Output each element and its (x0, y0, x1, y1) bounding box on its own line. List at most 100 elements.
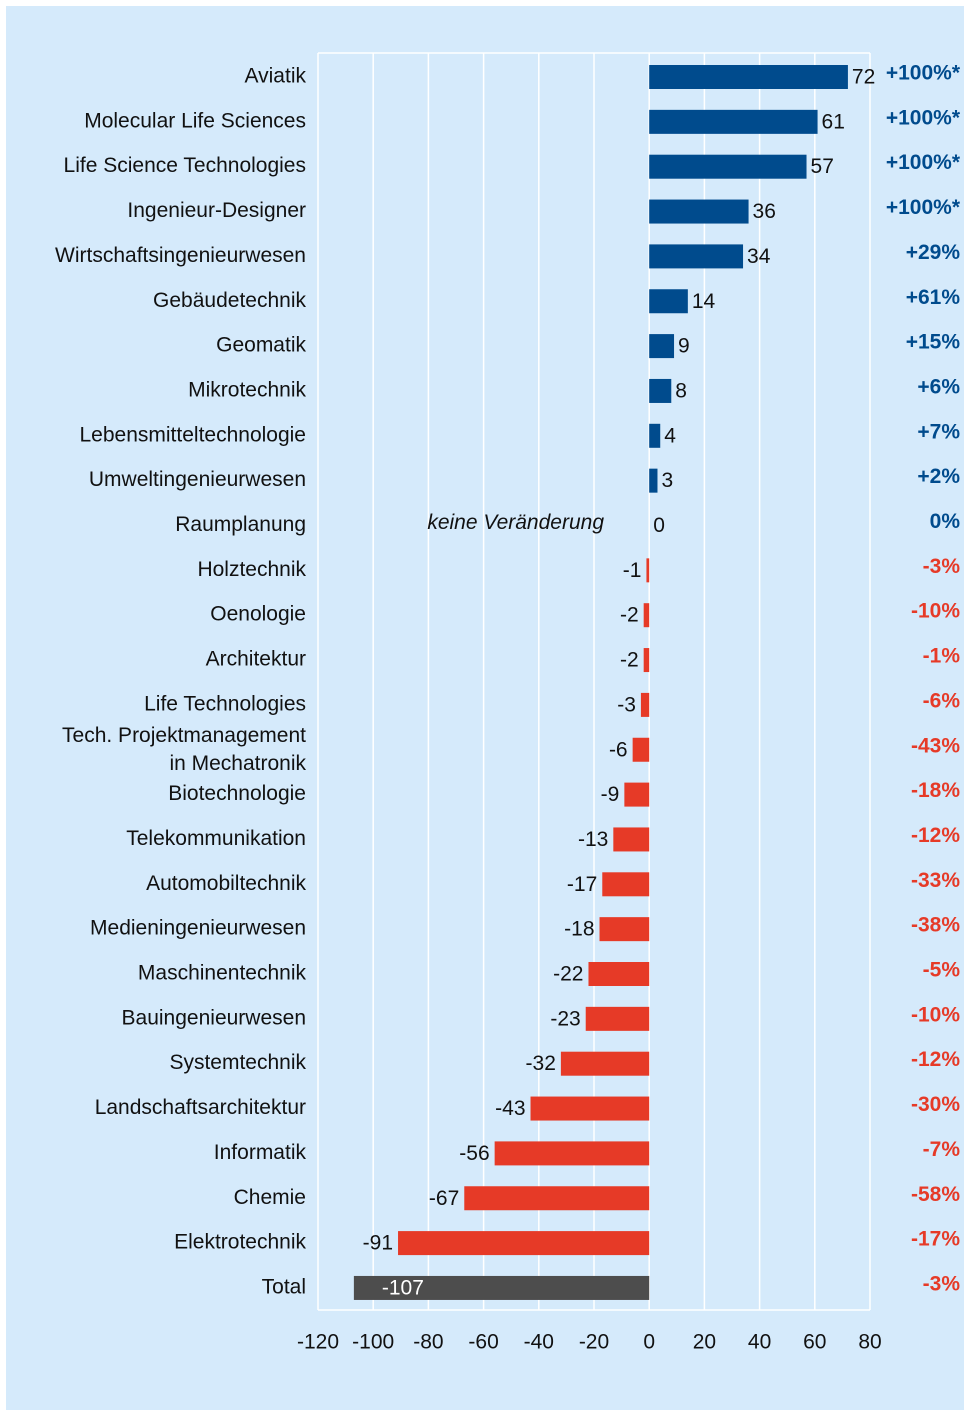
bar (602, 872, 650, 897)
bar (649, 289, 688, 314)
x-tick-label: 20 (693, 1331, 716, 1354)
category-label: Aviatik (245, 65, 307, 88)
percent-label: 0% (930, 510, 961, 533)
percent-label: -7% (923, 1138, 961, 1161)
category-label: Gebäudetechnik (153, 289, 306, 312)
bar (649, 109, 818, 134)
bar (398, 1231, 650, 1256)
value-label: -1 (623, 559, 642, 582)
bar (649, 468, 658, 493)
bar (585, 1006, 650, 1031)
x-tick-label: -40 (524, 1331, 554, 1354)
value-label: -2 (620, 604, 639, 627)
percent-label: -10% (911, 600, 960, 623)
x-tick-label: 40 (748, 1331, 771, 1354)
percent-label: +29% (906, 241, 961, 264)
category-label: Telekommunikation (126, 827, 306, 850)
value-label: 8 (675, 379, 687, 402)
bar (530, 1096, 650, 1121)
x-tick-label: 60 (803, 1331, 826, 1354)
category-label: Oenologie (210, 603, 306, 626)
category-label: Molecular Life Sciences (84, 109, 306, 132)
value-label: -23 (550, 1007, 580, 1030)
background (6, 6, 964, 1410)
value-label: 9 (678, 335, 690, 358)
percent-label: -6% (923, 689, 961, 712)
category-label: Bauingenieurwesen (122, 1006, 306, 1029)
bar (624, 782, 650, 807)
percent-label: -10% (911, 1003, 960, 1026)
bar (599, 917, 650, 942)
value-label: -18 (564, 918, 594, 941)
bar (649, 244, 744, 269)
percent-label: +2% (917, 465, 960, 488)
percent-label: -38% (911, 914, 960, 937)
bar (649, 199, 749, 224)
category-label: Landschaftsarchitektur (95, 1096, 306, 1119)
percent-label: +100%* (886, 196, 961, 219)
value-label: -13 (578, 828, 608, 851)
bar (464, 1186, 650, 1211)
category-label: Tech. Projektmanagement in Mechatronik (62, 723, 306, 774)
value-label: 3 (661, 469, 673, 492)
category-label: Ingenieur-Designer (127, 199, 306, 222)
percent-label: -18% (911, 779, 960, 802)
percent-label: +15% (906, 331, 961, 354)
value-label: -56 (459, 1142, 489, 1165)
category-label: Geomatik (216, 334, 306, 357)
category-label: Maschinentechnik (138, 962, 307, 985)
x-tick-label: 0 (643, 1331, 655, 1354)
category-label: Informatik (214, 1141, 307, 1164)
bar (649, 378, 672, 403)
bar (632, 737, 650, 762)
percent-label: -1% (923, 645, 961, 668)
value-label: -91 (363, 1232, 393, 1255)
bar (494, 1141, 650, 1166)
percent-label: -17% (911, 1228, 960, 1251)
value-label: -43 (495, 1097, 525, 1120)
bar (588, 962, 650, 986)
bar (646, 558, 650, 583)
bar (643, 648, 650, 673)
bar (640, 692, 650, 717)
value-label: -32 (526, 1052, 556, 1075)
value-label: -9 (601, 783, 620, 806)
percent-label: +100%* (886, 62, 961, 85)
x-tick-label: -120 (297, 1331, 339, 1354)
value-label: -22 (553, 963, 583, 986)
percent-label: -58% (911, 1183, 960, 1206)
bar (613, 827, 650, 852)
percent-label: +100%* (886, 106, 961, 129)
value-label: -107 (382, 1276, 424, 1299)
value-label: -17 (567, 873, 597, 896)
category-label: Medieningenieurwesen (90, 917, 306, 940)
value-label: -67 (429, 1187, 459, 1210)
value-label: 72 (852, 66, 875, 89)
value-label: -2 (620, 649, 639, 672)
value-label: 36 (753, 200, 776, 223)
percent-label: +7% (917, 420, 960, 443)
x-tick-label: -60 (468, 1331, 498, 1354)
value-label: 61 (822, 110, 845, 133)
category-label: Wirtschaftsingenieurwesen (55, 244, 306, 267)
category-label: Chemie (234, 1186, 306, 1209)
category-label: Lebensmitteltechnologie (80, 423, 307, 446)
percent-label: -3% (923, 1272, 961, 1295)
category-label: Elektrotechnik (174, 1231, 306, 1254)
bar (353, 1275, 650, 1300)
percent-label: -43% (911, 734, 960, 757)
x-tick-label: -80 (413, 1331, 443, 1354)
percent-label: +6% (917, 375, 960, 398)
x-tick-label: -20 (579, 1331, 609, 1354)
percent-label: -33% (911, 869, 960, 892)
value-label: 57 (811, 155, 834, 178)
bar (649, 154, 807, 179)
bar (649, 423, 661, 448)
percent-label: -30% (911, 1093, 960, 1116)
percent-label: +100%* (886, 151, 961, 174)
category-label: Umweltingenieurwesen (89, 468, 306, 491)
category-label: Life Technologies (144, 692, 306, 715)
annotation: keine Veränderung (427, 511, 604, 534)
value-label: 4 (664, 424, 676, 447)
